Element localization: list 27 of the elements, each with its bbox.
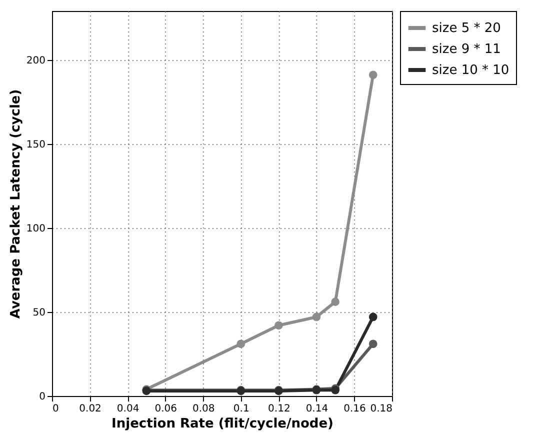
y-tick-label: 150 <box>26 139 46 150</box>
x-tick-label: 0.02 <box>79 404 102 414</box>
point <box>368 312 378 322</box>
x-tick-label: 0.04 <box>116 404 140 414</box>
legend-label: size 9 * 11 <box>432 42 501 57</box>
y-tick-label: 50 <box>32 307 46 318</box>
x-tick-label: 0.08 <box>192 404 215 414</box>
x-tick-label: 0.18 <box>370 404 392 414</box>
y-tick-label: 200 <box>26 55 46 66</box>
x-tick-label: 0 <box>52 404 59 414</box>
y-axis-title: Average Packet Latency (cycle) <box>8 89 24 319</box>
y-tick-label: 100 <box>26 223 46 234</box>
y-tick-label: 0 <box>39 392 46 402</box>
point <box>331 298 340 306</box>
legend-label: size 10 * 10 <box>432 63 510 78</box>
point <box>368 340 378 348</box>
x-tick-label: 0.06 <box>154 404 177 414</box>
point <box>236 340 246 348</box>
x-tick-label: 0.1 <box>233 404 250 414</box>
point <box>274 321 283 330</box>
legend-label: size 5 * 20 <box>432 21 501 36</box>
x-tick-label: 0.16 <box>344 404 366 414</box>
x-tick-label: 0.14 <box>306 404 328 414</box>
x-tick-label: 0.12 <box>268 404 290 414</box>
x-axis-title: Injection Rate (flit/cycle/node) <box>112 416 334 432</box>
point <box>368 70 378 80</box>
point <box>312 312 321 322</box>
